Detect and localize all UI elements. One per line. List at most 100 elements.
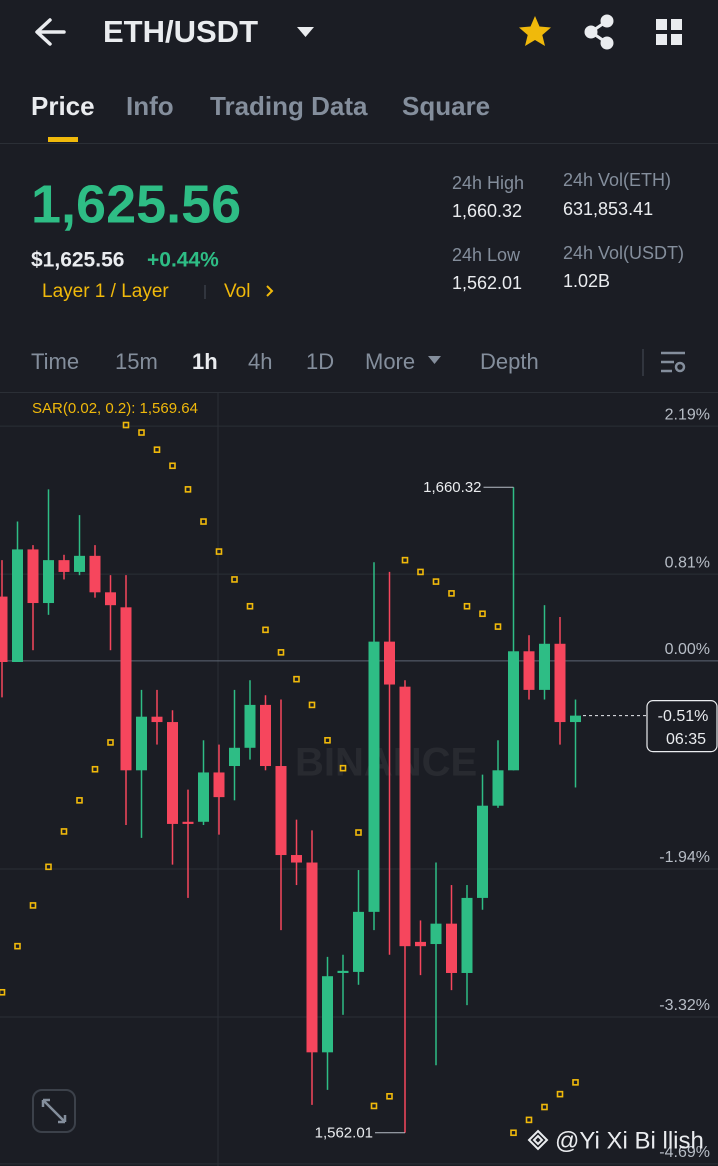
sar-dot bbox=[122, 421, 130, 429]
candle-body bbox=[384, 641, 395, 685]
y-tick-label: -1.94% bbox=[659, 849, 710, 866]
candle-body bbox=[105, 592, 116, 606]
stat-label: 24h High bbox=[452, 173, 524, 193]
last-price: 1,625.56 bbox=[31, 174, 241, 234]
price-change: +0.44% bbox=[147, 249, 219, 272]
interval[interactable]: Depth bbox=[480, 349, 539, 374]
logo bbox=[527, 1129, 549, 1151]
indicator-settings[interactable] bbox=[661, 351, 686, 373]
tab[interactable]: Price bbox=[31, 91, 95, 121]
layout-button[interactable] bbox=[656, 19, 682, 45]
annotation: 1,562.01 bbox=[315, 1125, 373, 1142]
stat-value: 1.02B bbox=[563, 271, 610, 291]
sar-dot bbox=[293, 675, 300, 683]
candle-body bbox=[167, 722, 178, 824]
stat-value: 631,853.41 bbox=[563, 199, 653, 219]
sar-dot bbox=[386, 1092, 393, 1100]
sar-dot bbox=[200, 518, 207, 525]
candle-body bbox=[337, 970, 349, 973]
credit: @Yi Xi Bi llish bbox=[555, 1127, 704, 1154]
last-price-label: -0.51% bbox=[658, 708, 709, 725]
candle-body bbox=[523, 651, 535, 690]
sar-dot bbox=[308, 701, 316, 709]
pair-dropdown[interactable] bbox=[297, 27, 314, 37]
candle-body bbox=[89, 555, 101, 593]
usd-price: $1,625.56 bbox=[31, 249, 124, 272]
watermark: BINANCE bbox=[295, 741, 477, 785]
plot: 2.19% 0.81% 0.00% -1.94% -3.32% -4.69% 1,660.3… bbox=[0, 406, 718, 1165]
sar-dot bbox=[29, 902, 37, 909]
stat-value: 1,660.32 bbox=[452, 201, 522, 221]
sar-dot bbox=[91, 765, 99, 773]
candle-body bbox=[43, 560, 54, 604]
sar-dot bbox=[153, 446, 161, 453]
y-tick-label: 0.00% bbox=[665, 641, 710, 658]
last-price-box bbox=[646, 700, 718, 753]
candle-body bbox=[399, 686, 411, 947]
favorite-star[interactable] bbox=[519, 16, 551, 46]
candle-body bbox=[477, 805, 488, 898]
vol-tag[interactable]: Vol bbox=[224, 281, 250, 302]
sar-dot bbox=[184, 486, 192, 493]
candle-body bbox=[353, 911, 364, 972]
tab[interactable]: Square bbox=[402, 91, 490, 121]
y-tick-label: 2.19% bbox=[665, 406, 710, 423]
indicator-label: SAR(0.02, 0.2): 1,569.64 bbox=[32, 400, 198, 417]
sar-dot bbox=[339, 764, 347, 772]
sar-dot bbox=[370, 1102, 378, 1110]
interval[interactable]: 15m bbox=[115, 349, 158, 374]
sar-dot bbox=[0, 988, 6, 996]
pair-title[interactable]: ETH/USDT bbox=[103, 14, 258, 49]
sar-dot bbox=[262, 626, 269, 634]
sar-dot bbox=[479, 610, 486, 618]
sar-dot bbox=[417, 568, 424, 576]
candle-body bbox=[12, 549, 23, 663]
candle-body bbox=[322, 976, 333, 1053]
share-button[interactable] bbox=[584, 14, 614, 50]
candle-body bbox=[554, 643, 566, 723]
candle-body bbox=[182, 821, 194, 824]
category-tag[interactable]: Layer 1 / Layer bbox=[42, 281, 169, 302]
candle-body bbox=[260, 704, 271, 767]
stat-label: 24h Low bbox=[452, 245, 521, 265]
candle-body bbox=[229, 747, 240, 767]
back-button[interactable] bbox=[35, 18, 66, 46]
y-tick-label: 0.81% bbox=[665, 554, 710, 571]
chevron bbox=[266, 285, 274, 297]
sar-dot bbox=[541, 1103, 548, 1111]
tab-indicator bbox=[48, 137, 78, 142]
interval[interactable]: 1D bbox=[306, 349, 334, 374]
sar-dot bbox=[45, 863, 52, 871]
sar-dot bbox=[107, 739, 114, 746]
candle-body bbox=[275, 766, 287, 856]
candle-body bbox=[213, 772, 225, 798]
sar-dot bbox=[60, 828, 68, 835]
sar-dot bbox=[14, 942, 21, 950]
sar-dot bbox=[432, 578, 440, 585]
tab[interactable]: Trading Data bbox=[210, 91, 368, 121]
tab[interactable]: Info bbox=[126, 91, 174, 121]
candle-body bbox=[291, 855, 302, 863]
candle-body bbox=[136, 716, 147, 771]
interval[interactable]: 1h bbox=[192, 349, 218, 374]
interval[interactable]: 4h bbox=[248, 349, 272, 374]
candle-body bbox=[430, 923, 442, 945]
candle-body bbox=[570, 715, 581, 723]
annotation: 1,660.32 bbox=[423, 479, 481, 496]
interval[interactable]: Time bbox=[31, 349, 79, 374]
sar-dot bbox=[448, 590, 455, 597]
stat-label: 24h Vol(ETH) bbox=[563, 170, 671, 190]
candle-body bbox=[368, 641, 380, 912]
sar-dot bbox=[138, 429, 145, 436]
candle-body bbox=[306, 862, 318, 1053]
sar-dot bbox=[277, 649, 285, 656]
interval[interactable]: More bbox=[365, 349, 415, 374]
more-dropdown bbox=[428, 356, 441, 364]
y-tick-label: -4.69% bbox=[659, 1144, 710, 1161]
sar-dot bbox=[169, 462, 176, 470]
stat-value: 1,562.01 bbox=[452, 273, 522, 293]
candle-body bbox=[415, 941, 426, 947]
candle-body bbox=[539, 643, 550, 690]
